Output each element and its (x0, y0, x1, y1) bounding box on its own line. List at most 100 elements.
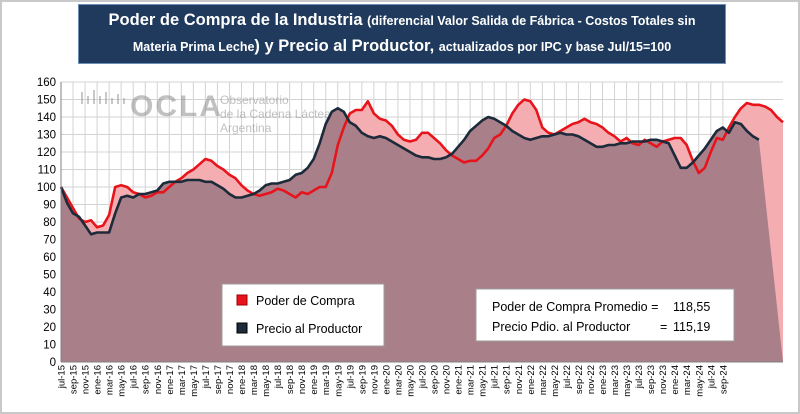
x-tick-label: may-17 (189, 365, 200, 397)
legend-label-precio: Precio al Productor (256, 322, 362, 336)
x-tick-label: mar-16 (105, 365, 116, 395)
x-tick-label: sep-24 (718, 365, 729, 394)
x-tick-label: mar-17 (177, 365, 188, 395)
x-tick-label: jul-21 (490, 365, 501, 389)
x-tick-label: ene-20 (381, 365, 392, 395)
x-tick-label: nov-21 (514, 365, 525, 394)
x-tick-label: jul-16 (129, 365, 140, 389)
title-tail: actualizados por IPC y base Jul/15=100 (438, 40, 672, 54)
x-tick-label: sep-22 (574, 365, 585, 394)
legend: Poder de Compra Precio al Productor (221, 283, 385, 347)
y-tick-label: 90 (43, 200, 56, 212)
axis-layer: 0 10 20 30 40 50 60 70 80 90 100 110 120 130 140 150 160… (37, 77, 783, 397)
x-tick-label: jul-19 (345, 365, 356, 389)
title-close: ) (254, 37, 260, 55)
y-tick-label: 40 (43, 287, 56, 299)
x-tick-label: nov-16 (153, 365, 164, 394)
x-tick-label: may-16 (117, 365, 128, 397)
x-tick-label: may-18 (261, 365, 272, 397)
x-tick-label: may-20 (405, 365, 416, 397)
x-tick-label: nov-17 (225, 365, 236, 394)
x-tick-label: ene-16 (93, 365, 104, 395)
x-tick-label: may-24 (694, 365, 705, 397)
x-tick-label: sep-19 (357, 365, 368, 394)
stats-box: Poder de Compra Promedio = 118,55 Precio… (475, 288, 735, 342)
x-tick-label: sep-18 (285, 365, 296, 394)
legend-marker-poder (236, 294, 248, 306)
title-paren1: (diferencial Valor Salida de Fábrica - C… (367, 14, 696, 28)
y-tick-label: 150 (37, 95, 56, 107)
y-tick-label: 130 (37, 130, 56, 142)
x-tick-label: ene-22 (526, 365, 537, 395)
x-tick-label: nov-22 (586, 365, 597, 394)
x-tick-label: may-19 (333, 365, 344, 397)
y-tick-label: 30 (43, 305, 56, 317)
y-tick-label: 120 (37, 147, 56, 159)
stats-row1-value: 118,55 (673, 300, 710, 314)
y-tick-label: 20 (43, 322, 56, 334)
y-tick-label: 10 (43, 340, 56, 352)
x-tick-label: mar-22 (538, 365, 549, 395)
x-tick-label: ene-18 (237, 365, 248, 395)
y-tick-label: 50 (43, 270, 56, 282)
y-tick-label: 100 (37, 182, 56, 194)
legend-marker-precio (236, 322, 248, 334)
y-tick-label: 110 (38, 165, 56, 177)
ocla-watermark: OCLA Observatorio de la Cadena Láctea Ar… (81, 90, 331, 135)
x-tick-label: ene-23 (598, 365, 609, 395)
x-tick-label: sep-21 (502, 365, 513, 394)
x-tick-label: sep-20 (430, 365, 441, 394)
ocla-line2: de la Cadena Láctea (220, 107, 331, 121)
stats-box-border (475, 288, 735, 342)
x-tick-label: mar-21 (466, 365, 477, 395)
x-tick-label: jul-24 (706, 365, 717, 389)
ocla-logo-text: OCLA (130, 90, 223, 123)
x-tick-label: jul-15 (57, 365, 68, 389)
ocla-logo-icon (81, 90, 125, 104)
stats-row1-label: Poder de Compra Promedio = (492, 300, 658, 314)
x-tick-label: sep-17 (213, 365, 224, 394)
x-tick-label: jul-22 (562, 365, 573, 389)
x-tick-label: may-21 (478, 365, 489, 397)
x-tick-label: mar-19 (321, 365, 332, 395)
title-main2: y Precio al Productor, (264, 37, 435, 55)
stats-row2-value: 115,19 (673, 320, 710, 334)
x-tick-label: ene-21 (454, 365, 465, 395)
x-tick-label: mar-23 (610, 365, 621, 395)
x-tick-label: mar-20 (393, 365, 404, 395)
stats-row2-eq: = (660, 320, 667, 334)
y-tick-label: 140 (37, 112, 56, 124)
series-line-precio-al-productor (59, 107, 760, 236)
x-tick-label: sep-15 (69, 365, 80, 394)
x-tick-label: jul-18 (273, 365, 284, 389)
x-tick-label: sep-16 (141, 365, 152, 394)
y-tick-label: 0 (50, 357, 56, 369)
x-tick-label: may-23 (622, 365, 633, 397)
x-tick-label: mar-24 (682, 365, 693, 395)
ocla-line1: Observatorio (220, 93, 289, 107)
stats-row2-label: Precio Pdio. al Productor (492, 320, 630, 334)
title-paren2: Materia Prima Leche (132, 40, 255, 54)
y-tick-label: 70 (43, 235, 56, 247)
chart-title-box: Poder de Compra de la Industria (diferen… (78, 4, 726, 64)
y-tick-label: 60 (43, 252, 56, 264)
x-tick-label: nov-15 (81, 365, 92, 394)
x-tick-label: mar-18 (249, 365, 260, 395)
x-tick-label: jul-23 (634, 365, 645, 389)
x-tick-label: nov-20 (442, 365, 453, 394)
x-tick-label: ene-24 (670, 365, 681, 395)
title-main1: Poder de Compra de la Industria (108, 11, 363, 29)
legend-label-poder: Poder de Compra (256, 294, 355, 308)
x-tick-label: nov-19 (369, 365, 380, 394)
x-tick-label: jul-17 (201, 365, 212, 389)
x-tick-label: may-22 (550, 365, 561, 397)
ocla-line3: Argentina (220, 121, 272, 135)
legend-box (221, 283, 385, 347)
x-tick-label: ene-17 (165, 365, 176, 395)
x-tick-label: ene-19 (309, 365, 320, 395)
x-tick-label: nov-18 (297, 365, 308, 394)
x-tick-label: jul-20 (418, 365, 429, 389)
y-tick-label: 160 (37, 77, 56, 89)
x-tick-label: sep-23 (646, 365, 657, 394)
